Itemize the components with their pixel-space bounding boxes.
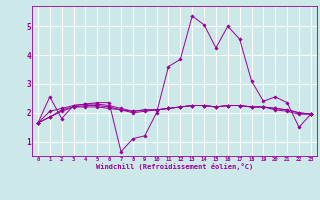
X-axis label: Windchill (Refroidissement éolien,°C): Windchill (Refroidissement éolien,°C) <box>96 163 253 170</box>
